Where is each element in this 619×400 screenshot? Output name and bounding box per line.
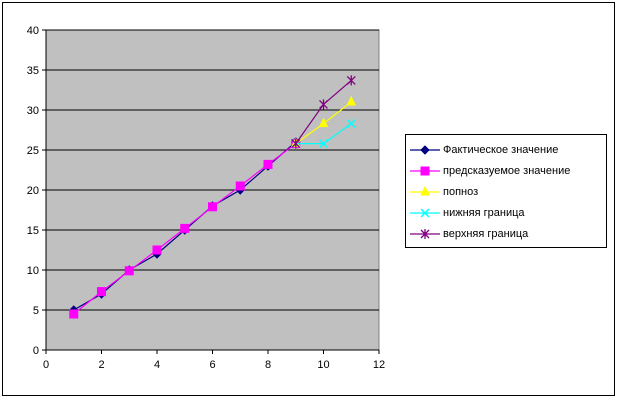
series-1 bbox=[69, 139, 301, 319]
y-tick-label: 25 bbox=[27, 145, 39, 157]
legend-marker bbox=[420, 145, 430, 155]
legend-swatch-actual bbox=[410, 145, 440, 155]
data-point bbox=[235, 181, 245, 191]
series-4 bbox=[291, 75, 356, 149]
y-tick-label: 30 bbox=[27, 105, 39, 117]
legend-item: попноз bbox=[406, 181, 606, 203]
legend-marker bbox=[420, 185, 430, 196]
legend-marker bbox=[420, 166, 430, 176]
data-point bbox=[318, 117, 329, 128]
y-tick-label: 15 bbox=[27, 225, 39, 237]
series-layer bbox=[69, 75, 357, 319]
data-point bbox=[69, 309, 79, 319]
y-tick-label: 0 bbox=[33, 345, 39, 357]
x-tick-label: 0 bbox=[43, 359, 49, 371]
legend-marker bbox=[420, 229, 430, 239]
legend-swatch-lower bbox=[410, 208, 440, 218]
y-tick-label: 10 bbox=[27, 265, 39, 277]
x-tick-label: 8 bbox=[265, 359, 271, 371]
data-point bbox=[263, 159, 273, 169]
legend-label: верхняя граница bbox=[443, 228, 529, 240]
legend-item: предсказуемое значение bbox=[406, 160, 606, 182]
legend-swatch-forecast bbox=[410, 185, 440, 196]
x-tick-label: 4 bbox=[154, 359, 160, 371]
legend-swatch-upper bbox=[410, 229, 440, 239]
data-point bbox=[208, 202, 217, 212]
data-point bbox=[319, 99, 328, 110]
legend-marker bbox=[420, 208, 430, 218]
data-point bbox=[124, 266, 134, 276]
data-point bbox=[180, 223, 190, 233]
y-tick-label: 40 bbox=[27, 25, 39, 37]
legend-item: Фактическое значение bbox=[406, 139, 606, 161]
data-point bbox=[346, 75, 356, 86]
legend-label: Фактическое значение bbox=[443, 144, 559, 156]
data-point bbox=[291, 138, 301, 149]
data-point bbox=[346, 119, 356, 129]
axes: 0 5 10 15 20 25 30 35 40 0 2 4 6 8 10 12 bbox=[27, 25, 385, 371]
data-point bbox=[152, 245, 162, 255]
data-point bbox=[97, 287, 106, 297]
data-point bbox=[318, 139, 329, 149]
x-tick-label: 6 bbox=[209, 359, 215, 371]
gridlines bbox=[46, 29, 379, 311]
legend-label: нижняя граница bbox=[443, 207, 525, 219]
y-tick-label: 20 bbox=[27, 185, 39, 197]
legend-label: предсказуемое значение bbox=[443, 165, 571, 177]
data-point bbox=[346, 95, 357, 106]
x-tick-label: 2 bbox=[98, 359, 104, 371]
legend-item: верхняя граница bbox=[406, 223, 606, 245]
legend-label: попноз bbox=[443, 186, 479, 198]
legend: Фактическое значение предсказуемое значе… bbox=[405, 134, 607, 248]
x-tick-label: 12 bbox=[373, 359, 385, 371]
y-tick-label: 5 bbox=[33, 305, 39, 317]
legend-item: нижняя граница bbox=[406, 202, 606, 224]
x-tick-label: 10 bbox=[317, 359, 329, 371]
legend-swatch-predicted bbox=[410, 166, 440, 176]
y-tick-label: 35 bbox=[27, 65, 39, 77]
